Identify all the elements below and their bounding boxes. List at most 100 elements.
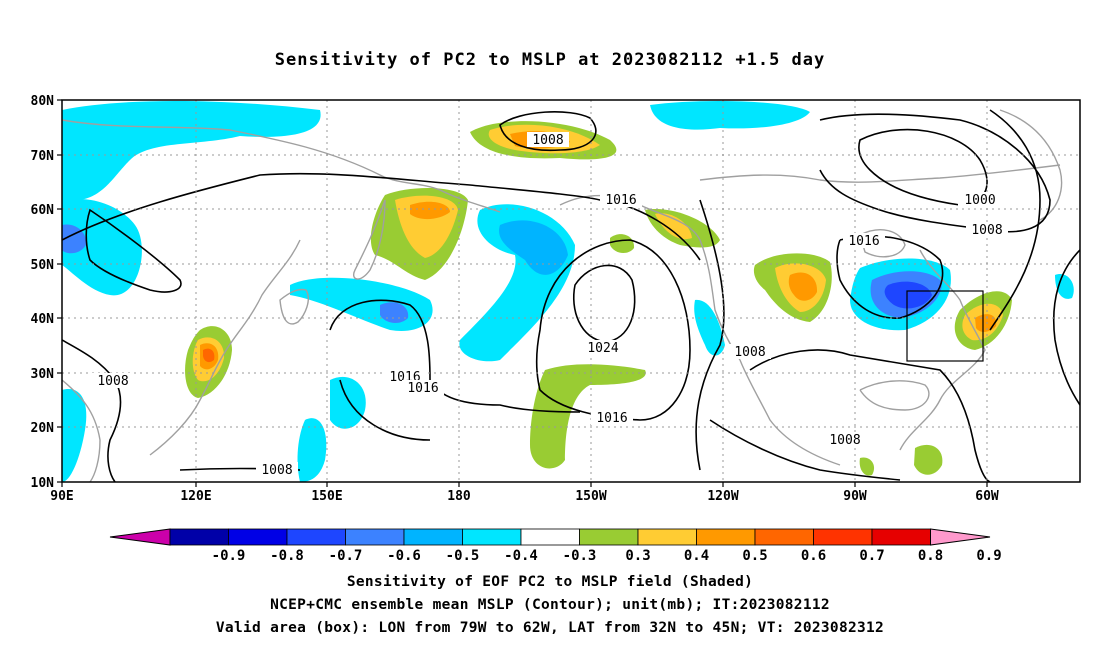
colorbar-label: 0.9	[976, 548, 1001, 564]
neg-patch-arctic-east	[650, 100, 810, 130]
contour-1016-na	[836, 235, 944, 319]
coast-gulf	[859, 380, 930, 411]
colorbar-label: 0.8	[918, 548, 943, 564]
pos-patch-gulf-alaska-core	[655, 213, 692, 240]
coast-east-asia	[149, 239, 301, 456]
colorbar-swatch	[462, 528, 522, 546]
contour-label-1008-wpac: 1008	[256, 462, 298, 478]
colorbar-swatch	[813, 528, 873, 546]
colorbar-label: -0.3	[563, 548, 597, 564]
svg-text:1016: 1016	[605, 193, 636, 208]
pos-patch-subtropical-high	[530, 364, 646, 469]
footer-line-1: Sensitivity of EOF PC2 to MSLP field (Sh…	[346, 574, 754, 590]
lon-label: 90W	[843, 489, 867, 504]
pos-patch-pac-small	[610, 234, 635, 254]
contour-label-1024-high: 1024	[582, 340, 624, 356]
contour-label-1008-pac-east: 1008	[729, 344, 771, 360]
svg-text:1008: 1008	[734, 345, 765, 360]
colorbar-label: 0.4	[684, 548, 709, 564]
neg-patch-arctic-west	[62, 101, 321, 201]
lon-label: 60W	[975, 489, 999, 504]
colorbar-label: -0.6	[387, 548, 421, 564]
neg-patch-great-lakes-core	[884, 281, 932, 309]
coast-japan	[279, 288, 309, 325]
svg-text:1008: 1008	[829, 433, 860, 448]
lon-label: 120W	[707, 489, 738, 504]
colorbar-swatch	[696, 528, 756, 546]
neg-patch-india	[62, 389, 87, 482]
lon-label: 180	[447, 489, 471, 504]
coast-greenland	[999, 109, 1063, 221]
colorbar-label: -0.7	[329, 548, 363, 564]
colorbar-swatch	[754, 528, 814, 546]
mslp-contours	[62, 109, 1080, 482]
gridlines	[62, 100, 1080, 482]
lat-label: 50N	[31, 258, 55, 273]
shading-negative	[62, 100, 1074, 482]
contour-label-1016-pacific-n: 1016	[600, 192, 642, 208]
longitude-labels: 90E 120E 150E 180 150W 120W 90W 60W	[50, 489, 999, 504]
colorbar-swatch	[520, 528, 580, 546]
contour-label-1008-gulf: 1008	[824, 432, 866, 448]
contour-1008-atlantic	[819, 113, 1051, 233]
map-title: Sensitivity of PC2 to MSLP at 2023082112…	[274, 50, 826, 70]
colorbar-label: 0.7	[859, 548, 884, 564]
colorbar-swatch	[345, 528, 405, 546]
contour-1024-high	[573, 264, 636, 343]
contour-1008-gulf	[749, 349, 991, 482]
neg-patch-aleutian-core	[499, 220, 568, 275]
coast-hudson	[859, 229, 906, 258]
lat-label: 30N	[31, 367, 55, 382]
svg-text:1000: 1000	[964, 193, 995, 208]
svg-text:1008: 1008	[97, 374, 128, 389]
contour-label-1008-arctic: 1008	[527, 132, 569, 148]
coast-east-us	[899, 249, 986, 451]
colorbar-swatch	[286, 528, 346, 546]
shading-positive	[185, 121, 1012, 476]
pos-patch-na-west-core	[788, 272, 818, 301]
svg-text:1008: 1008	[532, 133, 563, 148]
colorbar-arrow-left	[109, 528, 171, 546]
neg-patch-japan-east	[290, 277, 433, 331]
map-frame	[61, 99, 1081, 483]
contour-label-1008-asia: 1008	[92, 373, 134, 389]
contour-labels: 1008 1016 1000 1008 1016 1024 1008 1016 …	[92, 132, 1008, 478]
neg-patch-subtropic-a	[330, 376, 366, 429]
colorbar-swatch	[169, 528, 229, 546]
lat-label: 20N	[31, 421, 55, 436]
svg-text:1008: 1008	[261, 463, 292, 478]
contour-na-south	[709, 419, 901, 481]
lat-label: 40N	[31, 312, 55, 327]
neg-patch-subtropic-b	[297, 418, 327, 482]
neg-patch-west-asia	[62, 198, 142, 296]
colorbar-label: 0.6	[801, 548, 826, 564]
colorbar-label: -0.4	[504, 548, 538, 564]
colorbar-label: -0.8	[270, 548, 304, 564]
contour-label-1000-atlantic: 1000	[958, 192, 1000, 208]
contour-arctic-low	[499, 111, 597, 152]
contour-1016-west	[329, 299, 581, 413]
colorbar-swatch	[403, 528, 463, 546]
coast-india	[62, 379, 101, 482]
colorbar-swatch	[579, 528, 639, 546]
lat-label: 70N	[31, 149, 55, 164]
colorbar-label: 0.3	[625, 548, 650, 564]
coast-siberia	[62, 119, 501, 213]
colorbar-swatch	[637, 528, 697, 546]
contour-label-1016-sub: 1016	[591, 410, 633, 426]
axis-ticks	[57, 99, 988, 487]
contour-label-1016-na: 1016	[843, 233, 885, 249]
latitude-labels: 80N 70N 60N 50N 40N 30N 20N 10N	[31, 94, 55, 491]
lon-label: 120E	[180, 489, 211, 504]
colorbar: -0.9 -0.8 -0.7 -0.6 -0.5 -0.4 -0.3 0.3 0.4 0.5 0.6…	[109, 528, 1002, 564]
coast-west-us	[739, 359, 841, 466]
lon-label: 150W	[575, 489, 606, 504]
colorbar-label: 0.5	[742, 548, 767, 564]
colorbar-swatch	[228, 528, 288, 546]
footer-line-3: Valid area (box): LON from 79W to 62W, L…	[215, 620, 885, 636]
valid-area-box	[906, 290, 984, 362]
pos-patch-caribbean	[914, 444, 943, 475]
lon-label: 90E	[50, 489, 73, 504]
contour-1008-pac-east	[695, 199, 725, 471]
